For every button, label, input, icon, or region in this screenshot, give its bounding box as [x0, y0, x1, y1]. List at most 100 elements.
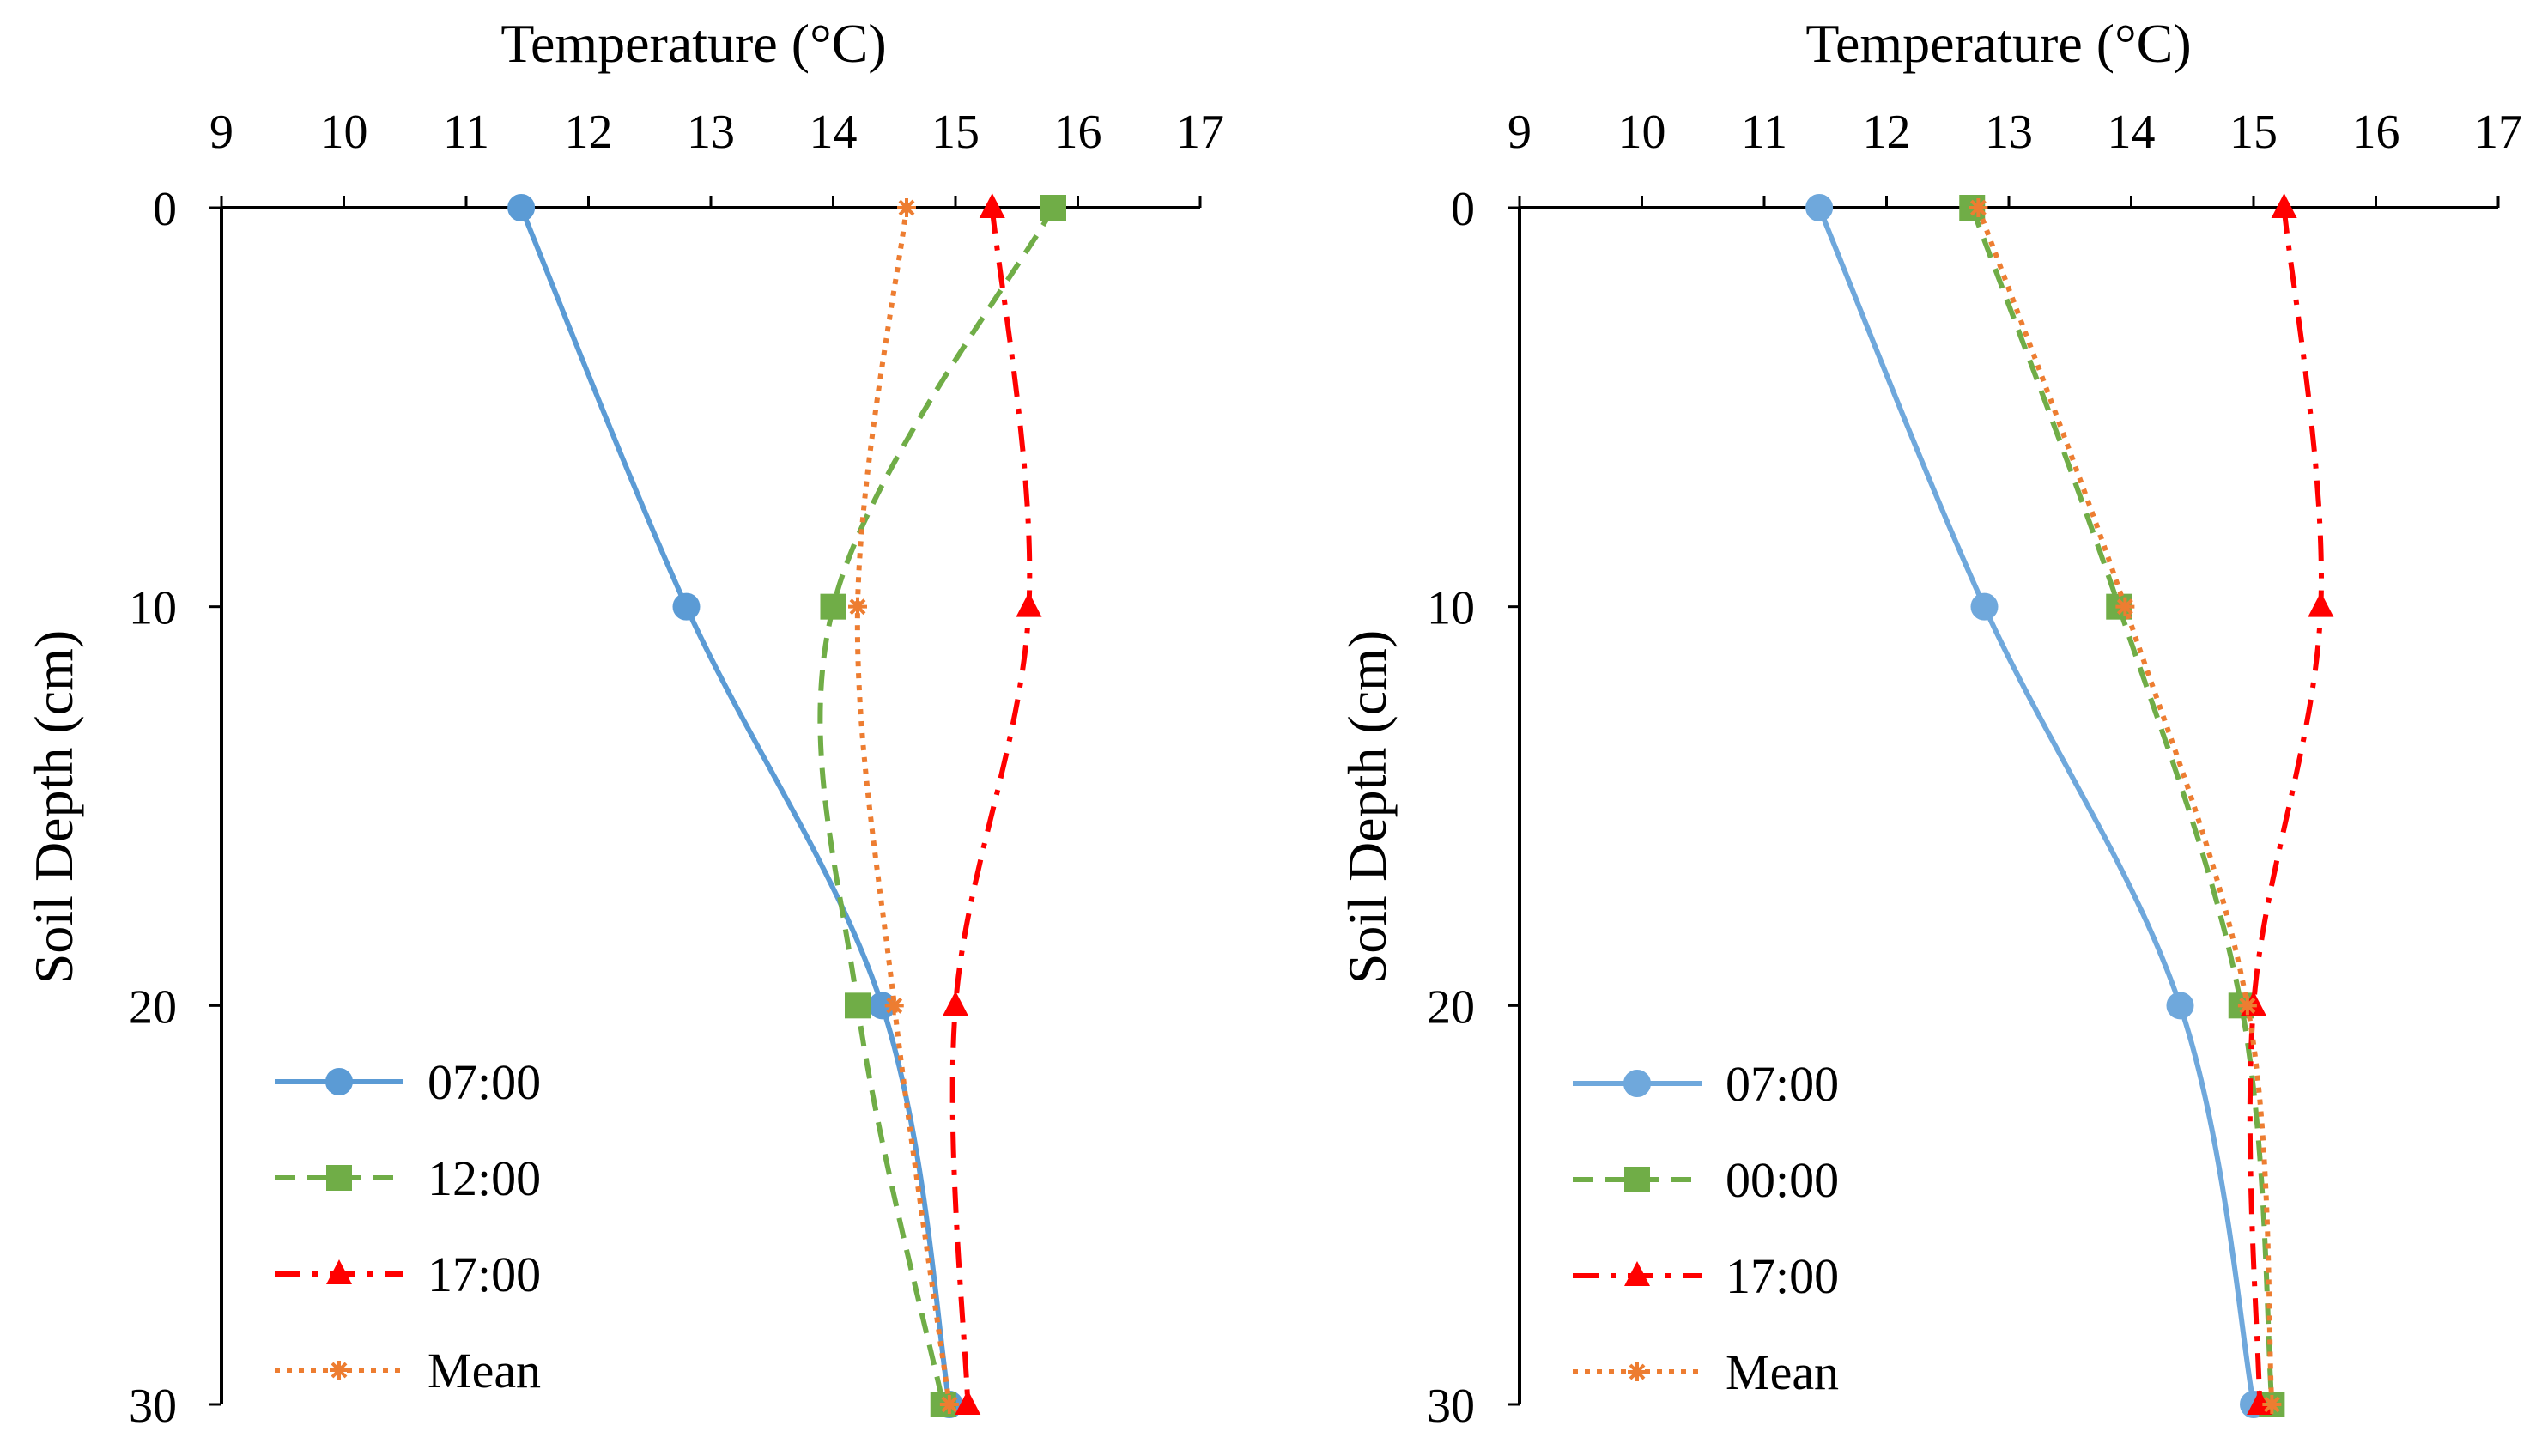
- x-tick-label: 12: [1863, 106, 1911, 159]
- legend-entry: 17:00: [1573, 1248, 1839, 1304]
- asterisk-stroke: [886, 997, 903, 1014]
- legend-swatch-marker: [330, 1361, 349, 1380]
- chart-panel-left: 9 10 11 12 13 14 15 16 17 0 10 20 30 Temperature (°C)…: [23, 13, 1224, 1433]
- y-tick-label: 10: [129, 582, 177, 635]
- series-0700: [507, 194, 963, 1418]
- asterisk-stroke: [2263, 1396, 2280, 1413]
- x-tick-label: 10: [320, 106, 368, 159]
- series-line: [519, 206, 952, 1405]
- x-tick-label: 11: [1741, 106, 1787, 159]
- x-tick-label: 13: [1985, 106, 2033, 159]
- asterisk-stroke: [1969, 199, 1987, 216]
- legend-entry: 12:00: [275, 1150, 541, 1206]
- x-axis-title: Temperature (°C): [500, 13, 886, 74]
- data-point-marker: [1970, 592, 1999, 621]
- x-tick-label: 10: [1618, 106, 1666, 159]
- series-1200: [817, 195, 1066, 1417]
- series-line: [854, 207, 952, 1405]
- x-tick-label: 16: [2352, 106, 2400, 159]
- series-Mean: [1969, 198, 2282, 1414]
- x-tick-label: 15: [931, 106, 980, 159]
- y-tick-label: 0: [153, 183, 177, 236]
- data-point-marker: [2166, 992, 2194, 1020]
- series-1700: [943, 193, 1042, 1415]
- legend-swatch-marker: [325, 1068, 353, 1095]
- data-point-marker: [2237, 996, 2257, 1016]
- asterisk-stroke: [1629, 1363, 1646, 1380]
- legend-swatch-marker: [1624, 1261, 1650, 1286]
- legend-entry: 07:00: [1573, 1056, 1839, 1112]
- series-0000: [1959, 195, 2285, 1417]
- series-line: [817, 206, 1056, 1405]
- asterisk-stroke: [331, 1362, 348, 1379]
- data-point-marker: [1016, 592, 1042, 617]
- legend-entry: 00:00: [1573, 1152, 1839, 1208]
- data-point-marker: [979, 193, 1005, 218]
- series-line: [949, 207, 1033, 1405]
- legend-label: 00:00: [1726, 1152, 1839, 1208]
- legend-entry: Mean: [1573, 1344, 1839, 1400]
- y-axis-title: Soil Depth (cm): [1337, 630, 1398, 984]
- data-point-marker: [943, 991, 968, 1016]
- y-tick-label: 0: [1451, 183, 1475, 236]
- y-axis-title: Soil Depth (cm): [23, 630, 84, 984]
- data-point-marker: [2115, 597, 2135, 616]
- y-tick-label: 20: [1427, 980, 1475, 1034]
- chart-panel-right: 9 10 11 12 13 14 15 16 17 0 10 20 30 Temperature (°C)…: [1337, 13, 2522, 1433]
- y-tick-label: 10: [1427, 582, 1475, 635]
- series-line: [2247, 207, 2324, 1405]
- y-tick-label: 30: [1427, 1380, 1475, 1433]
- legend-label: 07:00: [1726, 1056, 1839, 1112]
- legend-entry: Mean: [275, 1343, 541, 1398]
- asterisk-stroke: [898, 199, 915, 216]
- data-point-marker: [884, 996, 904, 1016]
- data-point-marker: [2271, 193, 2297, 218]
- data-point-marker: [2308, 592, 2334, 617]
- data-point-marker: [1969, 198, 1988, 217]
- y-tick-label: 20: [129, 980, 177, 1034]
- asterisk-stroke: [849, 598, 866, 616]
- x-tick-label: 12: [565, 106, 613, 159]
- x-tick-label: 14: [810, 106, 858, 159]
- legend-label: 17:00: [428, 1247, 541, 1302]
- legend-label: Mean: [428, 1343, 541, 1398]
- legend-label: 07:00: [428, 1054, 541, 1110]
- series-line: [1817, 206, 2256, 1405]
- x-tick-label: 16: [1054, 106, 1102, 159]
- x-tick-label: 9: [209, 106, 234, 159]
- legend-label: Mean: [1726, 1344, 1839, 1400]
- data-point-marker: [1805, 194, 1834, 221]
- asterisk-stroke: [2239, 997, 2256, 1014]
- x-tick-label: 14: [2108, 106, 2156, 159]
- asterisk-stroke: [941, 1396, 958, 1413]
- data-point-marker: [845, 992, 871, 1019]
- legend-label: 12:00: [428, 1150, 541, 1206]
- x-tick-label: 17: [1176, 106, 1224, 159]
- data-point-marker: [2262, 1395, 2282, 1414]
- data-point-marker: [848, 597, 867, 616]
- data-point-marker: [1040, 195, 1066, 221]
- x-tick-label: 13: [687, 106, 735, 159]
- data-point-marker: [939, 1395, 959, 1414]
- x-tick-label: 9: [1508, 106, 1532, 159]
- legend-swatch-marker: [1628, 1362, 1647, 1381]
- legend-swatch-marker: [326, 1165, 352, 1191]
- data-point-marker: [897, 198, 916, 217]
- legend-swatch-marker: [1624, 1167, 1650, 1192]
- data-point-marker: [672, 592, 701, 621]
- x-tick-label: 15: [2230, 106, 2278, 159]
- series-1700: [2241, 193, 2334, 1415]
- x-tick-label: 11: [443, 106, 489, 159]
- series-line: [1975, 206, 2275, 1405]
- data-point-marker: [507, 194, 536, 221]
- series-Mean: [848, 198, 959, 1414]
- y-tick-label: 30: [129, 1380, 177, 1433]
- legend-swatch-marker: [326, 1259, 352, 1284]
- series-line: [1969, 206, 2275, 1405]
- asterisk-stroke: [2116, 598, 2133, 616]
- legend-label: 17:00: [1726, 1248, 1839, 1304]
- data-point-marker: [955, 1390, 981, 1415]
- legend-entry: 07:00: [275, 1054, 541, 1110]
- legend-entry: 17:00: [275, 1247, 541, 1302]
